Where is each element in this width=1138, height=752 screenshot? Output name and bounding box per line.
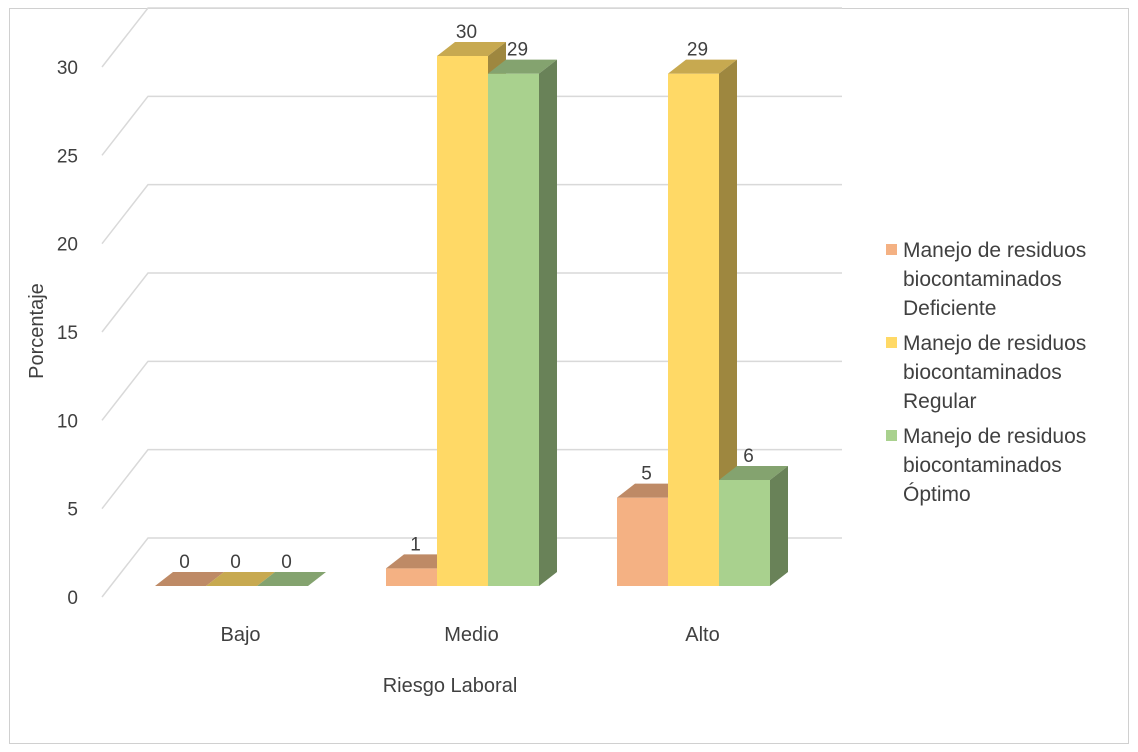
bar-top-bajo-1	[206, 572, 275, 586]
gridline-20	[101, 183, 842, 245]
bar-front-alto-0	[617, 497, 668, 586]
legend-label-optimo: Manejo de residuos biocontaminados Óptim…	[903, 425, 1087, 506]
legend: Manejo de residuos biocontaminados Defic…	[886, 236, 1126, 515]
legend-item-regular: Manejo de residuos biocontaminados Regul…	[886, 329, 1126, 416]
legend-swatch-regular	[886, 337, 897, 348]
gridline-10	[101, 360, 842, 421]
bar-front-medio-1	[437, 56, 488, 586]
bar-front-medio-2	[488, 73, 539, 586]
data-label-medio-0: 1	[410, 534, 421, 555]
gridline-0	[101, 537, 842, 598]
legend-swatch-deficiente	[886, 244, 897, 255]
gridline-5	[101, 448, 842, 510]
y-tick-label-15: 15	[57, 323, 78, 344]
y-tick-label-30: 30	[57, 58, 78, 79]
gridline-25	[101, 95, 842, 156]
x-tick-label-medio: Medio	[444, 624, 498, 646]
bar-top-bajo-0	[155, 572, 224, 586]
legend-label-deficiente: Manejo de residuos biocontaminados Defic…	[903, 239, 1087, 320]
data-label-bajo-1: 0	[230, 552, 241, 573]
gridline-30	[101, 7, 842, 68]
data-label-alto-0: 5	[641, 464, 652, 485]
bar-top-alto-1	[668, 59, 737, 74]
y-axis-title: Porcentaje	[26, 283, 48, 379]
bar-side-alto-1	[719, 59, 737, 586]
legend-item-deficiente: Manejo de residuos biocontaminados Defic…	[886, 236, 1126, 323]
data-label-bajo-2: 0	[281, 552, 292, 573]
data-label-alto-2: 6	[743, 446, 754, 467]
x-tick-label-bajo: Bajo	[220, 624, 260, 646]
data-label-medio-1: 30	[456, 22, 477, 43]
gridline-15	[101, 272, 842, 333]
y-tick-label-25: 25	[57, 146, 78, 167]
y-tick-label-10: 10	[57, 411, 78, 432]
bar-front-alto-1	[668, 73, 719, 586]
data-label-alto-1: 29	[687, 40, 708, 61]
legend-label-regular: Manejo de residuos biocontaminados Regul…	[903, 332, 1087, 413]
x-axis-title: Riesgo Laboral	[383, 675, 518, 697]
data-label-medio-2: 29	[507, 40, 528, 61]
legend-item-optimo: Manejo de residuos biocontaminados Óptim…	[886, 422, 1126, 509]
data-label-bajo-0: 0	[179, 552, 190, 573]
bar-front-alto-2	[719, 480, 770, 586]
y-tick-label-0: 0	[67, 588, 78, 609]
x-tick-label-alto: Alto	[685, 624, 719, 646]
bar-top-medio-1	[437, 42, 506, 56]
bar-side-medio-2	[539, 59, 557, 586]
bar-top-bajo-2	[257, 572, 326, 586]
bar-top-alto-2	[719, 466, 788, 480]
bar-front-medio-0	[386, 568, 437, 586]
bar-side-alto-2	[770, 466, 788, 586]
bar-top-medio-2	[488, 59, 557, 74]
legend-swatch-optimo	[886, 430, 897, 441]
chart-frame	[9, 8, 1129, 744]
y-tick-label-5: 5	[67, 500, 78, 521]
y-tick-label-20: 20	[57, 235, 78, 256]
